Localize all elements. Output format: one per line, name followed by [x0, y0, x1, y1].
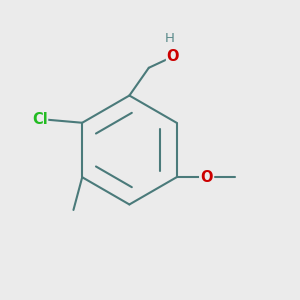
Text: Cl: Cl [32, 112, 47, 127]
Text: H: H [165, 32, 175, 45]
Text: O: O [200, 170, 212, 185]
Text: O: O [167, 49, 179, 64]
